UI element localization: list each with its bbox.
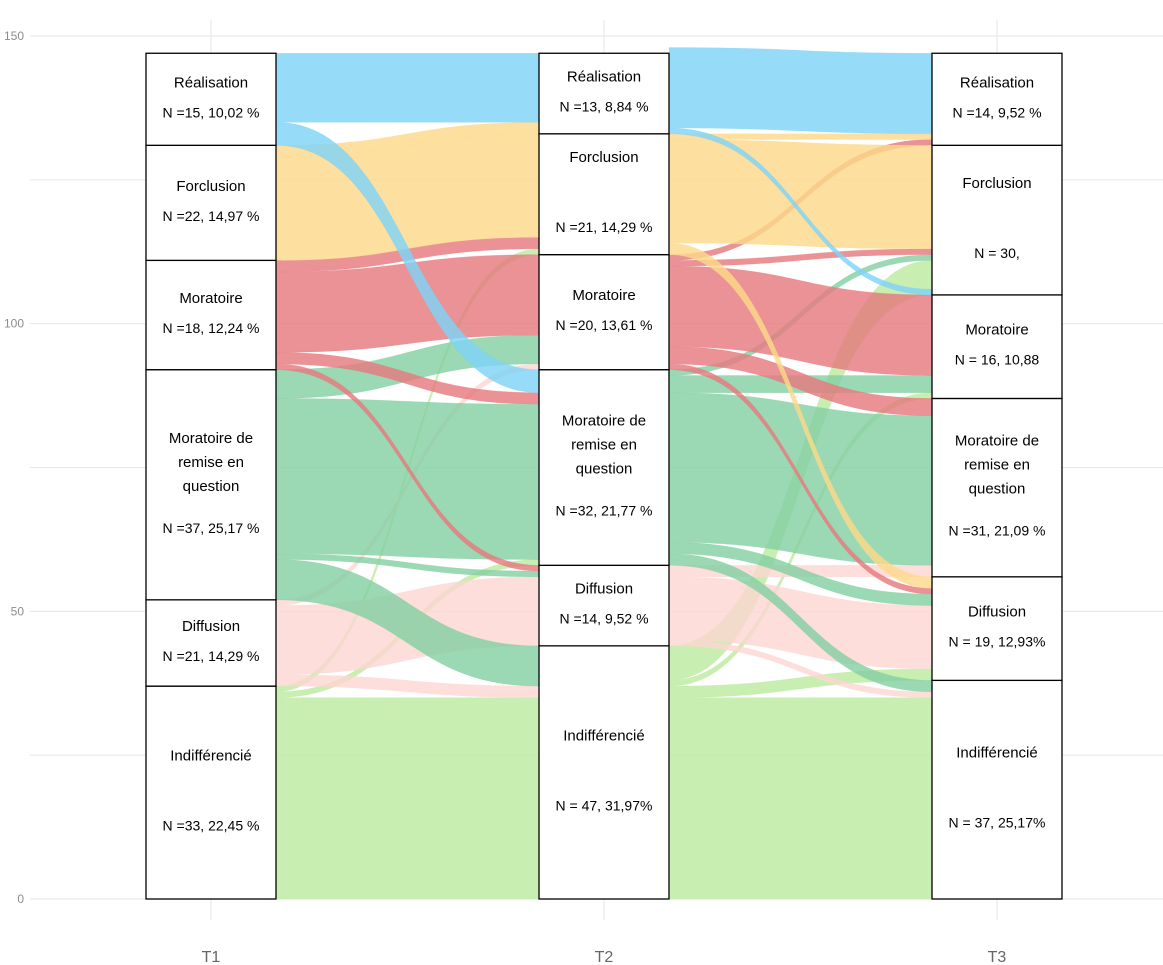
y-tick-label: 0 bbox=[17, 892, 24, 906]
stratum-t3-moratoire-de-remise-en-question-label: remise en bbox=[964, 457, 1030, 474]
stratum-t3-diffusion-label: Diffusion bbox=[968, 604, 1026, 621]
stratum-t3-realisation-count: N =14, 9,52 % bbox=[952, 104, 1041, 120]
stratum-t3-diffusion-count: N = 19, 12,93% bbox=[949, 634, 1046, 650]
stratum-t2-indifferencie: Indifférencié N = 47, 31,97% bbox=[538, 645, 670, 900]
stratum-t3-moratoire: Moratoire N = 16, 10,88 bbox=[931, 294, 1063, 400]
x-tick-label-t1: T1 bbox=[202, 949, 221, 965]
stratum-t2-moratoire: Moratoire N =20, 13,61 % bbox=[538, 253, 670, 371]
stratum-t1-forclusion-box bbox=[145, 144, 277, 262]
stratum-t1-moratoire: Moratoire N =18, 12,24 % bbox=[145, 259, 277, 371]
stratum-t3-indifferencie-box bbox=[931, 679, 1063, 900]
stratum-t2-diffusion-box bbox=[538, 564, 670, 647]
stratum-t3-diffusion-box bbox=[931, 576, 1063, 682]
stratum-t3-moratoire-de-remise-en-question-label: Moratoire de bbox=[955, 433, 1039, 450]
stratum-t1-moratoire-de-remise-en-question-label: question bbox=[183, 478, 240, 495]
stratum-t2-diffusion-count: N =14, 9,52 % bbox=[559, 611, 648, 627]
stratum-t2-diffusion: Diffusion N =14, 9,52 % bbox=[538, 564, 670, 647]
stratum-t3-forclusion-count: N = 30, bbox=[974, 245, 1020, 261]
stratum-t2-moratoire-de-remise-en-question-box bbox=[538, 369, 670, 566]
stratum-t3-moratoire-label: Moratoire bbox=[965, 322, 1028, 339]
flow-t2-realisation-to-realisation bbox=[668, 47, 933, 135]
stratum-t2-moratoire-label: Moratoire bbox=[572, 287, 635, 304]
stratum-t2-forclusion-count: N =21, 14,29 % bbox=[556, 219, 653, 235]
y-tick-label: 150 bbox=[4, 29, 24, 43]
stratum-t1-moratoire-de-remise-en-question: Moratoire de remise en question N =37, 25,1… bbox=[145, 369, 277, 601]
stratum-t2-forclusion-label: Forclusion bbox=[569, 149, 638, 166]
stratum-t2-moratoire-de-remise-en-question-label: Moratoire de bbox=[562, 413, 646, 430]
stratum-t3-realisation-label: Réalisation bbox=[960, 74, 1034, 91]
stratum-t2-moratoire-de-remise-en-question-label: remise en bbox=[571, 437, 637, 454]
stratum-t3-moratoire-de-remise-en-question-box bbox=[931, 397, 1063, 578]
stratum-t2-moratoire-count: N =20, 13,61 % bbox=[556, 317, 653, 333]
stratum-t2-realisation: Réalisation N =13, 8,84 % bbox=[538, 52, 670, 135]
stratum-t1-moratoire-label: Moratoire bbox=[179, 290, 242, 307]
stratum-t1-diffusion-box bbox=[145, 599, 277, 687]
axes: 0 50 100 150 T1 T2 T3 bbox=[4, 29, 1006, 965]
stratum-t3-forclusion-label: Forclusion bbox=[962, 175, 1031, 192]
stratum-t1-realisation-box bbox=[145, 52, 277, 146]
stratum-t1-forclusion-count: N =22, 14,97 % bbox=[163, 208, 260, 224]
stratum-t2-moratoire-de-remise-en-question-label: question bbox=[576, 461, 633, 478]
stratum-t3-moratoire-de-remise-en-question-label: question bbox=[969, 481, 1026, 498]
stratum-t1-forclusion-label: Forclusion bbox=[176, 178, 245, 195]
flows bbox=[275, 47, 933, 900]
stratum-t2-indifferencie-box bbox=[538, 645, 670, 900]
stratum-t2-moratoire-de-remise-en-question: Moratoire de remise en question N =32, 21,7… bbox=[538, 369, 670, 566]
stratum-t1-indifferencie-box bbox=[145, 685, 277, 900]
stratum-t3-moratoire-count: N = 16, 10,88 bbox=[955, 352, 1040, 368]
stratum-t3-forclusion: Forclusion N = 30, bbox=[931, 144, 1063, 296]
x-tick-label-t3: T3 bbox=[988, 949, 1007, 965]
stratum-t1-diffusion-label: Diffusion bbox=[182, 618, 240, 635]
stratum-t2-forclusion: Forclusion N =21, 14,29 % bbox=[538, 133, 670, 256]
y-tick-label: 100 bbox=[4, 317, 24, 331]
stratum-t2-forclusion-box bbox=[538, 133, 670, 256]
stratum-t3-moratoire-box bbox=[931, 294, 1063, 400]
stratum-t1-moratoire-de-remise-en-question-count: N =37, 25,17 % bbox=[163, 520, 260, 536]
flow-t1-moratoire-de-remise-en-question-to-moratoire-de-remise-en-question bbox=[275, 398, 540, 560]
flow-t2-indifferencie-to-indifferencie bbox=[668, 697, 933, 900]
flow-t1-realisation-to-realisation bbox=[275, 52, 540, 123]
stratum-t1-moratoire-de-remise-en-question-label: remise en bbox=[178, 454, 244, 471]
stratum-t3-indifferencie: Indifférencié N = 37, 25,17% bbox=[931, 679, 1063, 900]
strata: Indifférencié N =33, 22,45 % Diffusion N =2… bbox=[145, 52, 1063, 900]
x-tick-label-t2: T2 bbox=[595, 949, 614, 965]
stratum-t1-diffusion-count: N =21, 14,29 % bbox=[163, 648, 260, 664]
stratum-t2-indifferencie-label: Indifférencié bbox=[563, 727, 644, 744]
stratum-t1-diffusion: Diffusion N =21, 14,29 % bbox=[145, 599, 277, 687]
stratum-t3-realisation: Réalisation N =14, 9,52 % bbox=[931, 52, 1063, 146]
stratum-t1-indifferencie: Indifférencié N =33, 22,45 % bbox=[145, 685, 277, 900]
stratum-t1-moratoire-de-remise-en-question-label: Moratoire de bbox=[169, 430, 253, 447]
stratum-t1-moratoire-box bbox=[145, 259, 277, 371]
stratum-t1-realisation-count: N =15, 10,02 % bbox=[163, 104, 260, 120]
stratum-t2-diffusion-label: Diffusion bbox=[575, 581, 633, 598]
stratum-t1-moratoire-count: N =18, 12,24 % bbox=[163, 320, 260, 336]
stratum-t3-diffusion: Diffusion N = 19, 12,93% bbox=[931, 576, 1063, 682]
stratum-t1-realisation-label: Réalisation bbox=[174, 74, 248, 91]
stratum-t2-realisation-box bbox=[538, 52, 670, 135]
stratum-t1-realisation: Réalisation N =15, 10,02 % bbox=[145, 52, 277, 146]
y-tick-label: 50 bbox=[11, 604, 25, 618]
stratum-t2-moratoire-de-remise-en-question-count: N =32, 21,77 % bbox=[556, 503, 653, 519]
stratum-t3-moratoire-de-remise-en-question: Moratoire de remise en question N =31, 21,0… bbox=[931, 397, 1063, 578]
stratum-t3-realisation-box bbox=[931, 52, 1063, 146]
stratum-t1-indifferencie-count: N =33, 22,45 % bbox=[163, 818, 260, 834]
stratum-t2-moratoire-box bbox=[538, 253, 670, 371]
flow-t2-forclusion-to-forclusion bbox=[668, 139, 933, 250]
stratum-t3-moratoire-de-remise-en-question-count: N =31, 21,09 % bbox=[949, 523, 1046, 539]
stratum-t1-indifferencie-label: Indifférencié bbox=[170, 748, 251, 765]
stratum-t3-forclusion-box bbox=[931, 144, 1063, 296]
stratum-t1-forclusion: Forclusion N =22, 14,97 % bbox=[145, 144, 277, 262]
stratum-t2-realisation-label: Réalisation bbox=[567, 69, 641, 86]
stratum-t1-moratoire-de-remise-en-question-box bbox=[145, 369, 277, 601]
stratum-t2-indifferencie-count: N = 47, 31,97% bbox=[556, 797, 653, 813]
stratum-t2-realisation-count: N =13, 8,84 % bbox=[559, 99, 648, 115]
stratum-t3-indifferencie-count: N = 37, 25,17% bbox=[949, 815, 1046, 831]
flow-t1-indifferencie-to-indifferencie bbox=[275, 697, 540, 900]
stratum-t3-indifferencie-label: Indifférencié bbox=[956, 745, 1037, 762]
